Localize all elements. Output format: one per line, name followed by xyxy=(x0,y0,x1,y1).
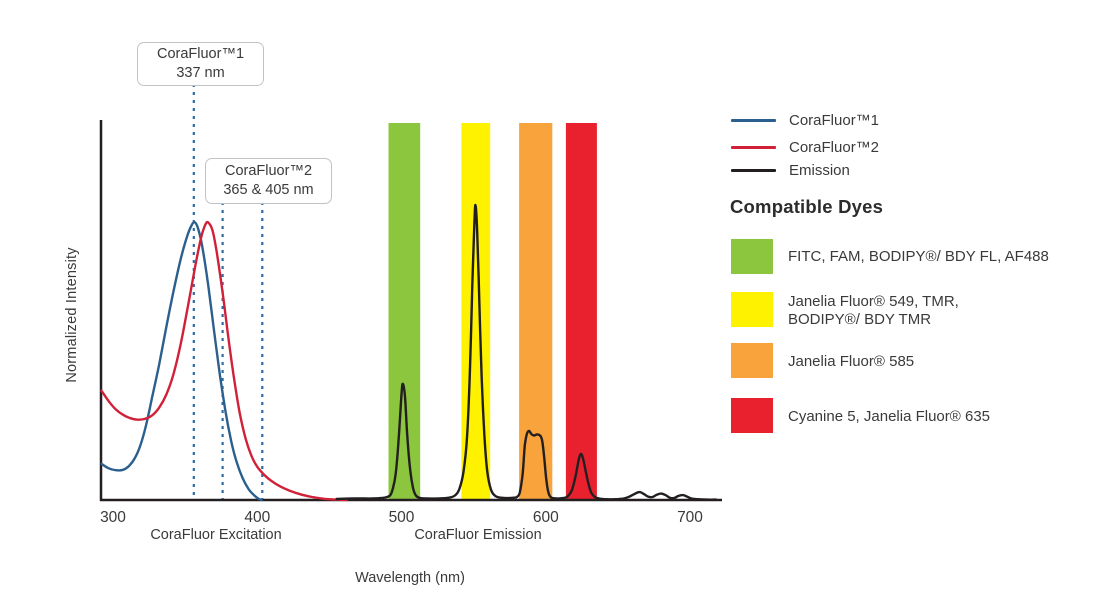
dye-swatch-orange xyxy=(731,343,773,378)
dye-label-green: FITC, FAM, BODIPY®/ BDY FL, AF488 xyxy=(788,248,1049,266)
dye-label-line: FITC, FAM, BODIPY®/ BDY FL, AF488 xyxy=(788,248,1049,265)
annotation-box-corafluor2: CoraFluor™2 365 & 405 nm xyxy=(205,158,332,204)
dye-label-line: Janelia Fluor® 549, TMR, xyxy=(788,293,959,310)
dye-label-orange: Janelia Fluor® 585 xyxy=(788,353,914,371)
dye-swatch-yellow xyxy=(731,292,773,327)
y-axis-label: Normalized Intensity xyxy=(64,247,80,383)
legend-line-swatch xyxy=(731,169,776,172)
dye-label-line: Janelia Fluor® 585 xyxy=(788,353,915,370)
excitation-curve-corafluor2 xyxy=(100,220,348,502)
x-axis-region-label-emission: CoraFluor Emission xyxy=(414,527,542,543)
dye-label-yellow: Janelia Fluor® 549, TMR, BODIPY®/ BDY TM… xyxy=(788,293,959,329)
x-axis-tick-label: 400 xyxy=(244,509,270,526)
x-axis-label: Wavelength (nm) xyxy=(355,570,465,586)
dye-swatch-red xyxy=(731,398,773,433)
legend-line-swatch xyxy=(731,119,776,122)
emission-curve xyxy=(335,203,718,501)
x-axis-tick-label: 700 xyxy=(677,509,703,526)
annotation-title: CoraFluor™1 xyxy=(156,46,245,62)
legend-entry-label: CoraFluor™2 xyxy=(789,139,880,156)
dye-label-line: BODIPY®/ BDY TMR xyxy=(788,311,932,328)
x-axis-tick-label: 600 xyxy=(533,509,559,526)
annotation-value: 365 & 405 nm xyxy=(223,182,314,198)
x-axis-tick-label: 300 xyxy=(100,509,126,526)
excitation-curve-corafluor1 xyxy=(100,220,263,502)
annotation-value: 337 nm xyxy=(176,65,225,81)
filter-band-green xyxy=(388,123,421,499)
dye-label-red: Cyanine 5, Janelia Fluor® 635 xyxy=(788,408,990,426)
filter-band-orange xyxy=(519,123,553,499)
annotation-title: CoraFluor™2 xyxy=(224,163,313,179)
x-axis-region-label-excitation: CoraFluor Excitation xyxy=(150,527,282,543)
dye-label-line: Cyanine 5, Janelia Fluor® 635 xyxy=(788,408,991,425)
legend-entry-emission: Emission xyxy=(731,162,850,179)
legend-entry-corafluor1: CoraFluor™1 xyxy=(731,112,879,129)
annotation-box-corafluor1: CoraFluor™1 337 nm xyxy=(137,42,264,86)
dye-swatch-green xyxy=(731,239,773,274)
x-axis-tick-label: 500 xyxy=(389,509,415,526)
legend-entry-label: Emission xyxy=(789,162,850,179)
legend-entry-label: CoraFluor™1 xyxy=(789,112,880,129)
filter-band-red xyxy=(565,123,597,499)
compatible-dyes-heading: Compatible Dyes xyxy=(730,196,884,217)
legend-line-swatch xyxy=(731,146,776,149)
legend-entry-corafluor2: CoraFluor™2 xyxy=(731,139,879,156)
